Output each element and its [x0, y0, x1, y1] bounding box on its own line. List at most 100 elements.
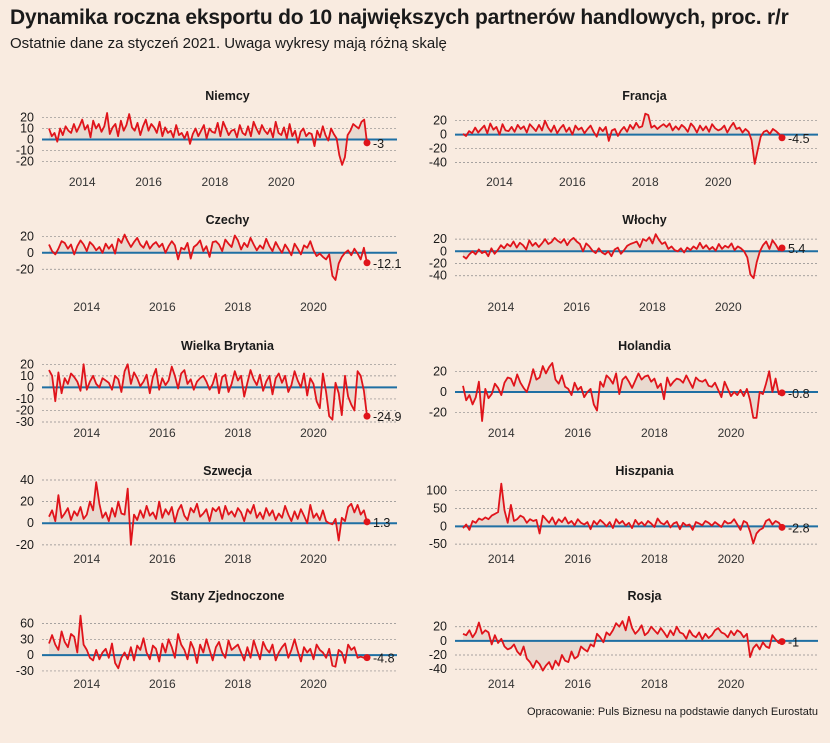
y-tick-label: 20 [20, 357, 34, 371]
y-tick-label: 0 [440, 244, 447, 258]
series-line [48, 614, 368, 670]
last-value-label: -2.8 [788, 521, 810, 535]
y-tick-label: 20 [433, 620, 447, 634]
y-tick-label: 20 [433, 114, 447, 128]
area-fill [463, 113, 782, 164]
chart-panel: Hiszpania 100 50 0 -50 -2.8 2014 2016 2018 2020 [426, 464, 818, 566]
y-tick-label: 0 [27, 380, 34, 394]
last-value-label: -4.5 [788, 132, 810, 146]
chart-title: Francja [622, 89, 668, 103]
y-tick-label: 30 [20, 632, 34, 646]
x-tick-label: 2014 [486, 175, 513, 189]
area-fill [49, 364, 367, 420]
x-tick-label: 2020 [300, 300, 327, 314]
chart-title: Rosja [627, 589, 662, 603]
chart-panel: Włochy 200-20-40 5.4 2014 2016 2018 2020 [429, 213, 818, 314]
last-value-label: -24.9 [373, 410, 402, 424]
y-tick-label: -20 [429, 648, 447, 662]
last-value-label: -1 [788, 636, 799, 650]
x-tick-label: 2018 [225, 677, 252, 691]
x-tick-label: 2016 [564, 552, 591, 566]
last-value-dot [363, 654, 371, 662]
x-tick-label: 2016 [149, 677, 176, 691]
y-tick-label: 0 [440, 128, 447, 142]
y-tick-label: -20 [429, 142, 447, 156]
y-tick-label: -40 [429, 662, 447, 676]
series-line [48, 363, 368, 421]
x-tick-label: 2020 [715, 300, 742, 314]
last-value-dot [363, 518, 371, 526]
y-tick-label: 0 [27, 648, 34, 662]
x-tick-label: 2020 [705, 175, 732, 189]
y-tick-label: 20 [433, 232, 447, 246]
chart-panel: Holandia 20 0 -20 -0.8 2014 2016 2018 2020 [429, 339, 818, 440]
y-tick-label: 60 [20, 616, 34, 630]
y-tick-label: 0 [440, 385, 447, 399]
x-tick-label: 2014 [73, 426, 100, 440]
page-title: Dynamika roczna eksportu do 10 największ… [10, 6, 789, 29]
x-tick-label: 2020 [300, 552, 327, 566]
x-tick-label: 2016 [135, 175, 162, 189]
x-tick-label: 2014 [69, 175, 96, 189]
x-tick-label: 2018 [639, 300, 666, 314]
last-value-label: -12.1 [373, 257, 402, 271]
area-fill [463, 483, 782, 544]
chart-panel: Francja 200-20-40 -4.5 2014 2016 2018 2020 [429, 89, 818, 189]
last-value-dot [363, 139, 371, 147]
x-tick-label: 2018 [225, 426, 252, 440]
x-tick-label: 2014 [488, 300, 515, 314]
y-tick-label: -20 [16, 262, 34, 276]
y-tick-label: 50 [433, 502, 447, 516]
chart-panel: Rosja 200-20-40 -1 2014 2016 2018 2020 [429, 589, 818, 691]
y-tick-label: -40 [429, 156, 447, 170]
x-tick-label: 2016 [149, 426, 176, 440]
series-line [48, 233, 368, 281]
x-tick-label: 2018 [225, 552, 252, 566]
chart-title: Stany Zjednoczone [171, 589, 285, 603]
y-tick-label: -40 [429, 269, 447, 283]
x-tick-label: 2020 [300, 677, 327, 691]
x-tick-label: 2020 [300, 426, 327, 440]
y-tick-label: -30 [16, 415, 34, 429]
chart-title: Wielka Brytania [181, 339, 275, 353]
x-tick-label: 2014 [488, 426, 515, 440]
y-tick-label: 10 [20, 121, 34, 135]
x-tick-label: 2016 [564, 426, 591, 440]
x-tick-label: 2018 [641, 677, 668, 691]
y-tick-label: -10 [16, 392, 34, 406]
y-tick-label: -20 [16, 155, 34, 169]
x-tick-label: 2014 [73, 300, 100, 314]
y-tick-label: -20 [429, 406, 447, 420]
chart-panel: Szwecja 40 20 0 -20 1.3 2014 2016 2018 2020 [16, 464, 397, 566]
y-tick-label: 100 [426, 484, 447, 498]
series-line [462, 482, 783, 545]
y-tick-label: 0 [27, 133, 34, 147]
series-line [48, 481, 368, 546]
chart-title: Holandia [618, 339, 672, 353]
y-tick-label: 0 [440, 519, 447, 533]
y-tick-label: 20 [20, 229, 34, 243]
series-line [462, 615, 783, 672]
area-fill [49, 482, 367, 545]
x-tick-label: 2016 [564, 677, 591, 691]
x-tick-label: 2016 [559, 175, 586, 189]
area-fill [49, 234, 367, 280]
x-tick-label: 2016 [149, 552, 176, 566]
x-tick-label: 2018 [202, 175, 229, 189]
last-value-dot [778, 244, 786, 252]
y-tick-label: 0 [27, 246, 34, 260]
x-tick-label: 2020 [718, 677, 745, 691]
y-tick-label: 20 [20, 495, 34, 509]
x-tick-label: 2016 [563, 300, 590, 314]
last-value-dot [778, 389, 786, 397]
y-tick-label: -30 [16, 664, 34, 678]
chart-title: Czechy [206, 213, 250, 227]
chart-panel: Czechy 20 0 -20 -12.1 2014 2016 2018 2020 [16, 213, 402, 314]
y-tick-label: 20 [20, 110, 34, 124]
x-tick-label: 2020 [718, 552, 745, 566]
last-value-dot [778, 638, 786, 646]
x-tick-label: 2014 [488, 552, 515, 566]
